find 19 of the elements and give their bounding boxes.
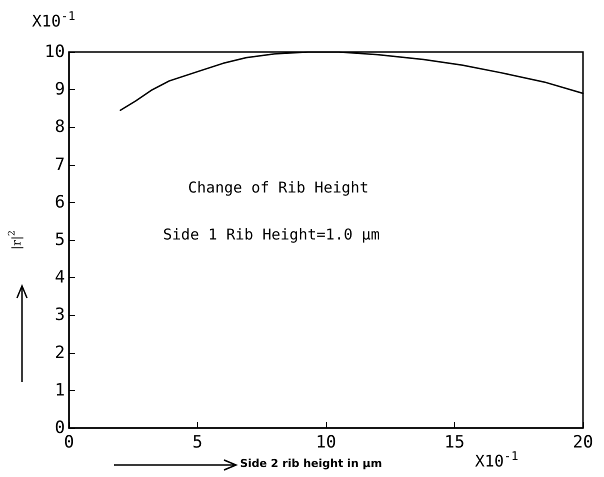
y-tick-label: 2 [54,342,65,363]
annotation: Change of Rib Height [188,178,369,196]
x-tick-label: 5 [192,432,203,452]
y-tick-label: 1 [54,380,65,400]
y-tick-label: 6 [54,192,65,212]
y-tick-label: 0 [54,418,65,438]
y-tick-label: 7 [54,154,65,175]
x-tick-label: 15 [444,432,465,452]
y-tick-label: 10 [44,42,65,62]
x-tick-label: 20 [572,432,594,452]
y-tick-label: 5 [54,230,65,250]
y-tick-label: 9 [54,80,65,100]
y-tick-label: 4 [54,268,65,288]
y-axis-title: |r|2 [8,230,24,250]
y-tick-label: 8 [54,117,65,138]
y-tick-label: 3 [54,305,65,326]
x-tick-label: 10 [316,432,336,452]
x-axis-title: Side 2 rib height in μm [240,457,382,470]
annotation: Side 1 Rib Height=1.0 μm [163,226,380,244]
